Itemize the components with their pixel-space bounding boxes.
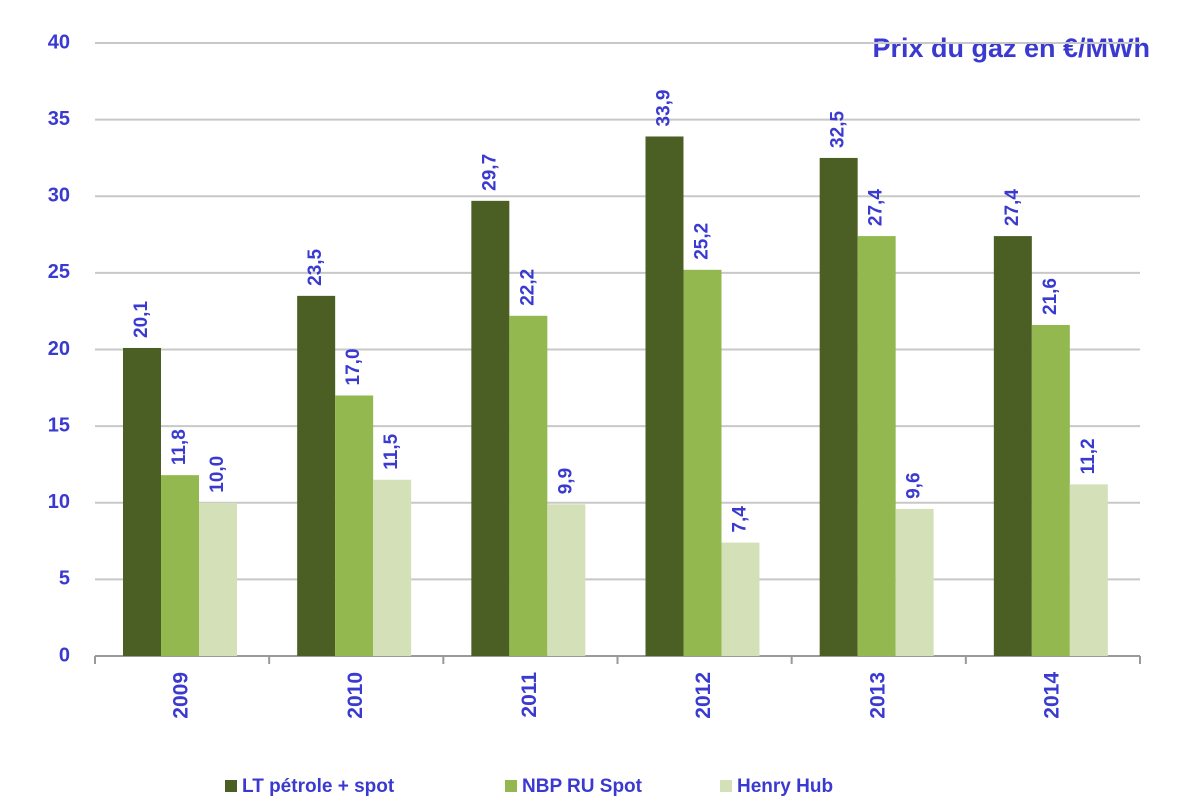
bar [857,236,896,656]
bar [509,315,548,656]
y-tick-label: 30 [48,185,70,207]
value-label: 29,7 [479,154,500,191]
value-label: 25,2 [692,223,713,260]
y-tick-label: 5 [59,568,70,590]
value-label: 17,0 [343,348,364,385]
legend-label: Henry Hub [737,776,833,797]
value-label: 9,6 [904,472,925,498]
legend-label: LT pétrole + spot [242,776,395,797]
bar [547,504,586,656]
bar [819,157,858,656]
y-tick-label: 25 [48,261,70,283]
y-tick-label: 40 [48,31,70,53]
value-label: 23,5 [305,248,326,285]
x-tick-label: 2011 [518,672,541,718]
bar [471,200,510,656]
legend-swatch [505,780,517,792]
y-tick-label: 0 [59,644,70,666]
x-tick-label: 2010 [344,672,367,719]
bar [645,136,684,657]
bar [335,395,374,656]
value-label: 11,2 [1078,438,1099,474]
bar [993,236,1032,656]
y-tick-label: 10 [48,491,70,513]
value-label: 22,2 [517,269,538,306]
value-label: 10,0 [207,456,228,493]
value-label: 27,4 [866,189,887,226]
bar [161,475,199,656]
x-tick-label: 2014 [1040,672,1063,719]
bar [1069,484,1108,656]
chart-title: Prix du gaz en €/MWh [872,33,1150,63]
bar [199,502,237,656]
value-label: 33,9 [654,89,675,126]
bar [373,479,412,656]
x-tick-label: 2012 [692,672,715,719]
bar [1031,324,1070,656]
x-tick-label: 2009 [170,672,193,719]
value-label: 27,4 [1002,189,1023,226]
value-label: 9,9 [555,468,576,494]
value-label: 20,1 [131,301,152,338]
y-tick-label: 35 [48,108,70,130]
value-label: 7,4 [730,506,751,533]
value-label: 11,8 [169,429,190,465]
value-label: 21,6 [1040,278,1061,315]
bar [895,508,934,656]
value-label: 32,5 [828,111,849,148]
value-label: 11,5 [381,433,402,469]
x-tick-label: 2013 [866,672,889,719]
y-tick-label: 15 [48,414,70,436]
bar [123,347,161,656]
y-tick-label: 20 [48,338,70,360]
legend-swatch [225,780,237,792]
legend-swatch [720,780,732,792]
bar [683,269,722,656]
bar [721,542,760,656]
legend-label: NBP RU Spot [522,776,643,797]
bar [297,295,336,656]
